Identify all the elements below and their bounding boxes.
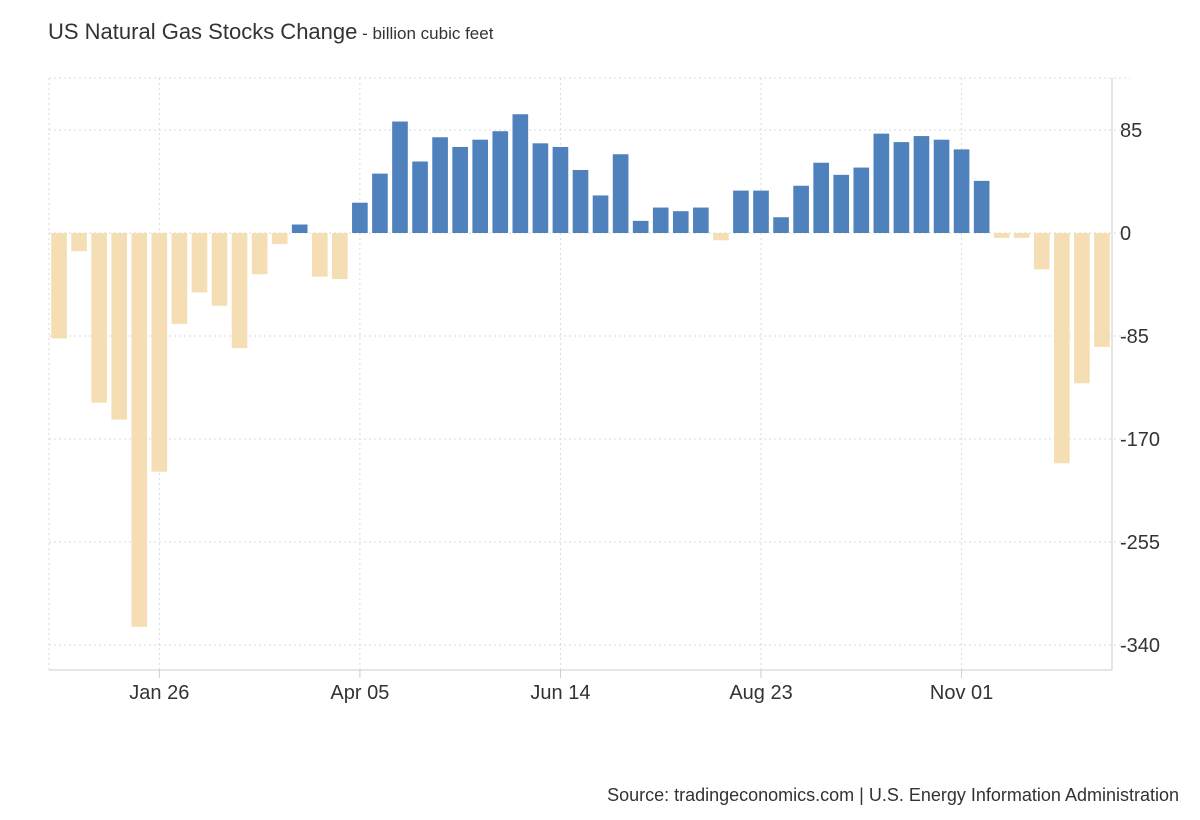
bar (151, 233, 168, 472)
y-tick-label: -170 (1120, 429, 1160, 451)
chart-subtitle: - billion cubic feet (357, 24, 494, 43)
bar (853, 167, 870, 233)
x-tick-label: Jan 26 (129, 682, 189, 704)
bar (1033, 233, 1050, 270)
chart-title: US Natural Gas Stocks Change - billion c… (48, 19, 493, 45)
bar (833, 174, 850, 233)
y-axis-labels: 85 0 -85 -170 -255 -340 (1120, 120, 1160, 657)
bar (311, 233, 328, 277)
bar (432, 137, 448, 233)
bar (572, 169, 589, 233)
bar (532, 143, 549, 233)
bar (352, 202, 368, 233)
bar (612, 154, 629, 233)
bar (753, 190, 769, 233)
bar (773, 217, 789, 233)
chart-grid (48, 77, 1130, 670)
x-tick-label: Nov 01 (930, 682, 993, 704)
x-tick-label: Apr 05 (330, 682, 389, 704)
bar (713, 233, 729, 241)
chart-axes (49, 78, 1113, 678)
bar (372, 173, 388, 233)
chart-title-main: US Natural Gas Stocks Change (48, 19, 358, 44)
bar (91, 233, 107, 403)
bar (1094, 233, 1110, 347)
bar (332, 233, 348, 280)
bar (933, 139, 950, 233)
bar (512, 114, 529, 233)
bar (893, 142, 910, 233)
bar (251, 233, 268, 275)
bar (693, 207, 709, 233)
chart-bars (51, 114, 1110, 627)
bar (813, 162, 829, 233)
y-tick-label: -255 (1120, 532, 1160, 554)
bar (271, 233, 288, 244)
bar (131, 233, 148, 627)
bar (291, 224, 308, 233)
x-tick-label: Jun 14 (530, 682, 590, 704)
bar (111, 233, 128, 420)
bar (973, 180, 990, 233)
bar (211, 233, 228, 306)
bar (1013, 233, 1030, 238)
bar (1054, 233, 1070, 464)
bar (392, 121, 408, 233)
bar (1074, 233, 1090, 384)
x-tick-label: Aug 23 (729, 682, 792, 704)
bar (953, 149, 970, 233)
bar (733, 190, 749, 233)
y-tick-label: 0 (1120, 223, 1131, 245)
bar (171, 233, 188, 324)
bar (993, 233, 1010, 238)
bar (231, 233, 248, 349)
bar (552, 146, 569, 233)
bar (793, 185, 809, 233)
y-tick-label: -340 (1120, 635, 1160, 657)
bar (913, 136, 930, 233)
bar (873, 133, 890, 233)
bar (191, 233, 208, 293)
bar (71, 233, 87, 252)
source-attribution: Source: tradingeconomics.com | U.S. Ener… (607, 785, 1179, 805)
bar (472, 139, 489, 233)
bar (652, 207, 669, 233)
bar (492, 131, 509, 233)
bar (592, 195, 609, 233)
bar (672, 211, 689, 233)
bar (632, 220, 649, 233)
y-tick-label: 85 (1120, 120, 1142, 142)
y-tick-label: -85 (1120, 326, 1149, 348)
bar (412, 161, 428, 233)
bar (51, 233, 67, 339)
bar (452, 146, 468, 233)
x-axis-labels: Jan 26 Apr 05 Jun 14 Aug 23 Nov 01 (129, 682, 993, 704)
